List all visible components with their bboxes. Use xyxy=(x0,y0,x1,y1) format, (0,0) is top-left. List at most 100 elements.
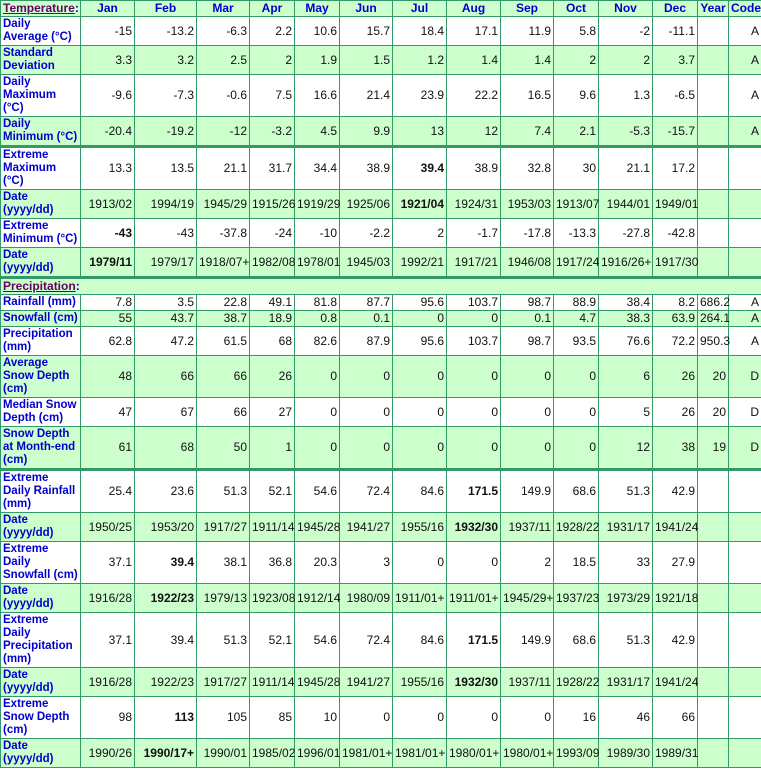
cell-sep: 98.7 xyxy=(500,326,554,356)
cell-nov: 21.1 xyxy=(598,145,653,190)
cell-aug: 1.4 xyxy=(446,45,501,75)
cell-jun: 3 xyxy=(339,541,393,584)
cell-jun: 15.7 xyxy=(339,16,393,46)
row-label: Daily Minimum (°C) xyxy=(0,116,81,147)
temperature-link[interactable]: Temperature xyxy=(3,1,75,15)
cell-year xyxy=(697,45,729,75)
row-label: Date (yyyy/dd) xyxy=(0,583,81,613)
cell-oct: 93.5 xyxy=(553,326,599,356)
cell-apr: 31.7 xyxy=(249,145,295,190)
cell-mar: 1917/27 xyxy=(196,512,250,542)
table-row: Date (yyyy/dd) 1990/26 1990/17+ 1990/01 1985… xyxy=(0,738,761,768)
cell-jul: 84.6 xyxy=(392,612,447,668)
cell-jun: 1941/27 xyxy=(339,667,393,697)
cell-code xyxy=(728,612,761,668)
cell-sep: 1937/11 xyxy=(500,512,554,542)
cell-may: 0 xyxy=(294,397,340,427)
cell-sep: 149.9 xyxy=(500,612,554,668)
cell-dec: 63.9 xyxy=(652,310,698,327)
column-header-feb: Feb xyxy=(134,0,197,17)
cell-dec: -42.8 xyxy=(652,218,698,248)
cell-feb: 1979/17 xyxy=(134,247,197,278)
cell-jul: 1981/01+ xyxy=(392,738,447,768)
cell-feb: 23.6 xyxy=(134,468,197,513)
cell-oct: 1917/24 xyxy=(553,247,599,278)
cell-aug: 103.7 xyxy=(446,294,501,311)
cell-may: 4.5 xyxy=(294,116,340,147)
cell-jul: 1955/16 xyxy=(392,667,447,697)
cell-oct: 1993/09 xyxy=(553,738,599,768)
cell-jan: 37.1 xyxy=(80,541,135,584)
row-label: Date (yyyy/dd) xyxy=(0,738,81,768)
cell-nov: -5.3 xyxy=(598,116,653,147)
cell-may: 20.3 xyxy=(294,541,340,584)
cell-may: 54.6 xyxy=(294,612,340,668)
cell-aug: 22.2 xyxy=(446,74,501,117)
cell-year xyxy=(697,696,729,739)
precipitation-link[interactable]: Precipitation xyxy=(3,279,76,293)
cell-nov: 1931/17 xyxy=(598,512,653,542)
cell-code xyxy=(728,583,761,613)
cell-mar: 1918/07+ xyxy=(196,247,250,278)
cell-mar: 105 xyxy=(196,696,250,739)
cell-may: 54.6 xyxy=(294,468,340,513)
cell-jan: 98 xyxy=(80,696,135,739)
cell-aug: 1911/01+ xyxy=(446,583,501,613)
cell-feb: 3.2 xyxy=(134,45,197,75)
cell-oct: 5.8 xyxy=(553,16,599,46)
cell-jun: 1980/09 xyxy=(339,583,393,613)
cell-jul: 1.2 xyxy=(392,45,447,75)
cell-mar: 51.3 xyxy=(196,468,250,513)
cell-jul: 95.6 xyxy=(392,326,447,356)
cell-apr: 52.1 xyxy=(249,468,295,513)
cell-jul: 1911/01+ xyxy=(392,583,447,613)
header-row: Temperature: Jan Feb Mar Apr May Jun Jul Aug Sep O… xyxy=(0,0,761,17)
cell-oct: 68.6 xyxy=(553,612,599,668)
cell-dec: 38 xyxy=(652,426,698,470)
table-row: Rainfall (mm) 7.8 3.5 22.8 49.1 81.8 87.7 95.6 1… xyxy=(0,294,761,311)
column-header-code: Code xyxy=(728,0,761,17)
cell-dec: -6.5 xyxy=(652,74,698,117)
cell-oct: 30 xyxy=(553,145,599,190)
row-label: Extreme Maximum (°C) xyxy=(0,145,81,190)
cell-feb: 39.4 xyxy=(134,612,197,668)
cell-dec: -11.1 xyxy=(652,16,698,46)
cell-dec: 1921/18 xyxy=(652,583,698,613)
cell-may: 0.8 xyxy=(294,310,340,327)
cell-nov: 1931/17 xyxy=(598,667,653,697)
cell-may: 10.6 xyxy=(294,16,340,46)
cell-oct: 9.6 xyxy=(553,74,599,117)
column-header-jul: Jul xyxy=(392,0,447,17)
cell-mar: -0.6 xyxy=(196,74,250,117)
row-label: Rainfall (mm) xyxy=(0,294,81,311)
cell-may: 10 xyxy=(294,696,340,739)
temperature-section-header: Temperature: xyxy=(0,0,81,17)
cell-sep: 1945/29+ xyxy=(500,583,554,613)
cell-dec: 17.2 xyxy=(652,145,698,190)
cell-nov: 33 xyxy=(598,541,653,584)
cell-aug: 171.5 xyxy=(446,468,501,513)
cell-code: D xyxy=(728,426,761,470)
cell-jan: 1990/26 xyxy=(80,738,135,768)
cell-jul: 0 xyxy=(392,541,447,584)
row-label: Snow Depth at Month-end (cm) xyxy=(0,426,81,470)
cell-jul: 0 xyxy=(392,397,447,427)
cell-jul: 0 xyxy=(392,355,447,398)
column-header-may: May xyxy=(294,0,340,17)
cell-apr: 2 xyxy=(249,45,295,75)
cell-year: 19 xyxy=(697,426,729,470)
cell-mar: 51.3 xyxy=(196,612,250,668)
cell-apr: 1982/08 xyxy=(249,247,295,278)
cell-may: 16.6 xyxy=(294,74,340,117)
row-label: Standard Deviation xyxy=(0,45,81,75)
table-row: Snowfall (cm) 55 43.7 38.7 18.9 0.8 0.1 0 0 0.1 4.… xyxy=(0,310,761,327)
cell-jan: 48 xyxy=(80,355,135,398)
cell-nov: 38.3 xyxy=(598,310,653,327)
cell-dec: 66 xyxy=(652,696,698,739)
cell-nov: 1989/30 xyxy=(598,738,653,768)
cell-sep: 7.4 xyxy=(500,116,554,147)
cell-sep: 98.7 xyxy=(500,294,554,311)
precipitation-section-header: Precipitation: xyxy=(0,276,761,295)
cell-apr: 1911/14 xyxy=(249,667,295,697)
cell-jun: 1941/27 xyxy=(339,512,393,542)
